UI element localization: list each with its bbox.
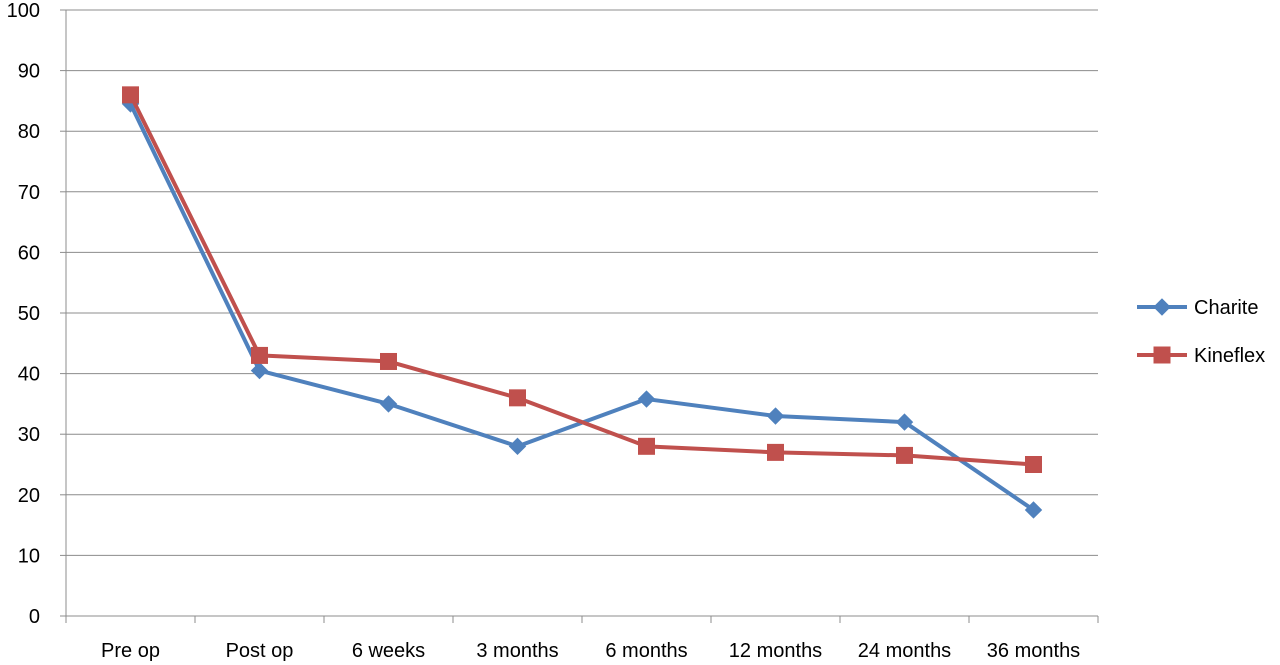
data-point: [379, 395, 398, 413]
series-line: [128, 92, 1036, 467]
series-group: [121, 86, 1043, 519]
y-tick-label: 50: [18, 303, 40, 325]
data-point: [638, 437, 655, 455]
data-point: [251, 346, 268, 364]
legend: Charite Kineflex: [1137, 297, 1265, 367]
x-tick-label: 24 months: [858, 640, 951, 662]
y-tick-label: 70: [18, 182, 40, 204]
legend-label: Kineflex: [1194, 345, 1265, 367]
axes: 0 10 20 30 40 50 60 70 80 90 100 Pre op Post op 6 wee…: [7, 0, 1099, 662]
x-tick-label: Pre op: [101, 640, 160, 662]
data-point: [637, 390, 656, 408]
y-tick-label: 80: [18, 121, 40, 143]
x-tick-label: 12 months: [729, 640, 822, 662]
x-tick-label: Post op: [226, 640, 294, 662]
data-point: [767, 443, 784, 461]
x-tick-label: 36 months: [987, 640, 1080, 662]
x-tick-label: 6 weeks: [352, 640, 425, 662]
legend-swatch-marker: [1153, 346, 1171, 364]
data-point: [508, 437, 527, 456]
data-point: [250, 361, 269, 380]
data-point: [895, 413, 914, 431]
y-tick-label: 40: [18, 364, 40, 386]
data-point: [1025, 456, 1042, 473]
data-point: [1024, 501, 1043, 519]
y-tick-label: 20: [18, 485, 40, 507]
y-tick-label: 60: [18, 242, 40, 264]
legend-entry: Charite: [1137, 297, 1258, 319]
x-tick-label: 6 months: [605, 640, 687, 662]
legend-swatch-marker: [1153, 298, 1171, 316]
data-point: [896, 446, 913, 464]
data-point: [509, 389, 526, 407]
legend-entry: Kineflex: [1137, 345, 1265, 367]
data-point: [766, 407, 785, 425]
legend-label: Charite: [1194, 297, 1258, 319]
data-point: [122, 86, 139, 104]
gridlines: [66, 9, 1098, 556]
y-tick-label: 10: [18, 545, 40, 567]
y-tick-label: 100: [7, 0, 40, 22]
data-point: [380, 352, 397, 370]
series-kineflex: [122, 86, 1042, 473]
y-tick-label: 90: [18, 61, 40, 83]
y-tick-label: 0: [29, 606, 40, 628]
x-tick-label: 3 months: [476, 640, 558, 662]
y-tick-label: 30: [18, 424, 40, 446]
